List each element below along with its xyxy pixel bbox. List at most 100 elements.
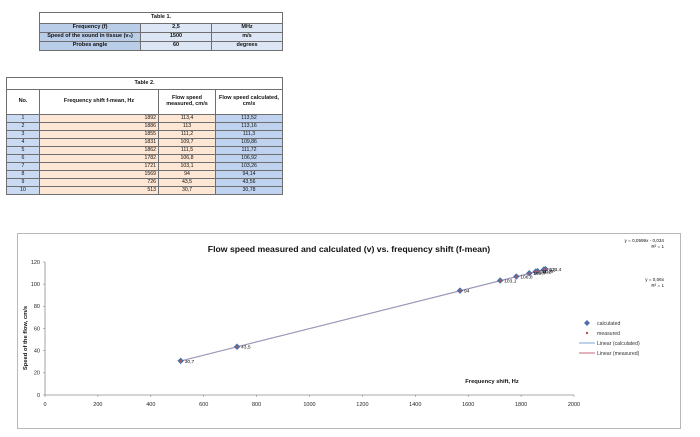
row-number-cell[interactable]: 4 (6, 138, 40, 147)
unit-cell[interactable]: degrees (210, 41, 284, 51)
measured-speed-cell[interactable]: 106,8 (158, 154, 216, 163)
chart-container[interactable]: Flow speed measured and calculated (v) v… (17, 233, 681, 429)
calculated-speed-cell[interactable]: 43,56 (214, 178, 284, 187)
table-row: 10 513 30,7 30,78 (6, 186, 284, 195)
frequency-cell[interactable]: 1782 (39, 154, 159, 163)
calculated-speed-cell[interactable]: 111,72 (214, 146, 284, 155)
value-cell[interactable]: 60 (140, 41, 212, 51)
row-number-cell[interactable]: 10 (6, 186, 40, 195)
frequency-cell[interactable]: 513 (39, 186, 159, 195)
measured-speed-cell[interactable]: 30,7 (158, 186, 216, 195)
frequency-cell[interactable]: 1855 (39, 130, 159, 139)
row-number-cell[interactable]: 1 (6, 114, 40, 123)
y-tick-label: 20 (34, 371, 40, 377)
table-row: 2 1886 113 113,16 (6, 122, 284, 131)
frequency-cell[interactable]: 1831 (39, 138, 159, 147)
flow-speed-chart[interactable]: Flow speed measured and calculated (v) v… (18, 234, 680, 428)
unit-cell[interactable]: MHz (210, 23, 284, 33)
row-number-cell[interactable]: 7 (6, 162, 40, 171)
data-label: 94 (464, 289, 470, 295)
measured-speed-cell[interactable]: 94 (158, 170, 216, 179)
calculated-speed-cell[interactable]: 106,92 (214, 154, 284, 163)
measured-speed-cell[interactable]: 111,5 (158, 146, 216, 155)
table-title-row: Table 2. (5, 77, 284, 90)
measured-speed-cell[interactable]: 109,7 (158, 138, 216, 147)
y-tick-label: 100 (31, 282, 40, 288)
trendline-calculated (180, 268, 546, 362)
table-row: 8 1569 94 94,14 (6, 170, 284, 179)
measured-data-point[interactable] (534, 270, 537, 273)
x-tick-label: 800 (252, 402, 261, 408)
number-column-header[interactable]: No. (6, 89, 40, 115)
calculated-speed-cell[interactable]: 103,26 (214, 162, 284, 171)
measured-speed-cell[interactable]: 113 (158, 122, 216, 131)
calculated-speed-cell[interactable]: 94,14 (214, 170, 284, 179)
parameter-cell[interactable]: Probes angle (39, 41, 141, 51)
x-tick-label: 200 (93, 402, 102, 408)
data-label: 30,7 (185, 359, 195, 365)
calculated-speed-cell[interactable]: 30,78 (214, 186, 284, 195)
table-row: 9 726 43,5 43,56 (6, 178, 284, 187)
table-row: Probes angle 60 degrees (39, 41, 284, 51)
y-tick-label: 120 (31, 260, 40, 266)
x-tick-label: 1600 (462, 402, 474, 408)
measured-speed-cell[interactable]: 103,1 (158, 162, 216, 171)
frequency-cell[interactable]: 1886 (39, 122, 159, 131)
measured-trend-r-squared: R² = 1 (651, 244, 664, 249)
frequency-cell[interactable]: 1892 (39, 114, 159, 123)
row-number-cell[interactable]: 2 (6, 122, 40, 131)
frequency-cell[interactable]: 1569 (39, 170, 159, 179)
measured-speed-cell[interactable]: 111,2 (158, 130, 216, 139)
table-row: 1 1892 113,4 113,52 (6, 114, 284, 123)
row-number-cell[interactable]: 8 (6, 170, 40, 179)
measured-data-point[interactable] (499, 279, 502, 282)
measured-speed-cell[interactable]: 113,4 (158, 114, 216, 123)
table-title-row: Table 1. (38, 12, 284, 24)
x-tick-label: 2000 (568, 402, 580, 408)
data-label: 103,1 (504, 279, 517, 285)
table-2-title: Table 2. (5, 77, 284, 90)
chart-title: Flow speed measured and calculated (v) v… (208, 244, 491, 254)
value-cell[interactable]: 1500 (140, 32, 212, 42)
parameters-table: Table 1. Frequency (f) 2,5 MHz Speed of … (38, 12, 284, 51)
calculated-speed-cell[interactable]: 113,52 (214, 114, 284, 123)
frequency-cell[interactable]: 1862 (39, 146, 159, 155)
x-tick-label: 1000 (303, 402, 315, 408)
measured-data-point[interactable] (458, 289, 462, 292)
row-number-cell[interactable]: 5 (6, 146, 40, 155)
table-row: 7 1721 103,1 103,26 (6, 162, 284, 171)
table-row: 4 1831 109,7 109,86 (6, 138, 284, 147)
calculated-speed-cell[interactable]: 109,86 (214, 138, 284, 147)
row-number-cell[interactable]: 9 (6, 178, 40, 187)
measured-data-point[interactable] (235, 345, 239, 348)
row-number-cell[interactable]: 6 (6, 154, 40, 163)
value-cell[interactable]: 2,5 (140, 23, 212, 33)
measured-column-header[interactable]: Flow speed measured, cm/s (158, 89, 216, 115)
parameter-cell[interactable]: Speed of the sound in tissue (v₀) (39, 32, 141, 42)
table-row: 3 1855 111,2 111,3 (6, 130, 284, 139)
chart-background (18, 234, 680, 428)
measured-data-point[interactable] (528, 272, 531, 275)
unit-cell[interactable]: m/s (210, 32, 284, 42)
parameter-cell[interactable]: Frequency (f) (39, 23, 141, 33)
y-tick-label: 0 (37, 393, 40, 399)
calculated-trend-r-squared: R² = 1 (651, 283, 664, 288)
measured-speed-cell[interactable]: 43,5 (158, 178, 216, 187)
calculated-speed-cell[interactable]: 113,16 (214, 122, 284, 131)
frequency-cell[interactable]: 1721 (39, 162, 159, 171)
x-tick-label: 400 (146, 402, 155, 408)
measured-data-point[interactable] (542, 268, 545, 271)
calculated-speed-cell[interactable]: 111,3 (214, 130, 284, 139)
measured-data-point[interactable] (536, 270, 539, 273)
measured-data-point[interactable] (179, 359, 182, 363)
legend-calculated-marker (584, 320, 590, 326)
frequency-column-header[interactable]: Frequency shift f-mean, Hz (39, 89, 159, 115)
flow-speed-table: Table 2. No. Frequency shift f-mean, Hz … (5, 77, 284, 195)
data-label: 113 (548, 268, 556, 274)
row-number-cell[interactable]: 3 (6, 130, 40, 139)
y-tick-label: 80 (34, 304, 40, 310)
frequency-cell[interactable]: 726 (39, 178, 159, 187)
calculated-column-header[interactable]: Flow speed calculated, cm/s (214, 89, 284, 115)
measured-data-point[interactable] (515, 275, 518, 278)
y-tick-label: 60 (34, 326, 40, 332)
